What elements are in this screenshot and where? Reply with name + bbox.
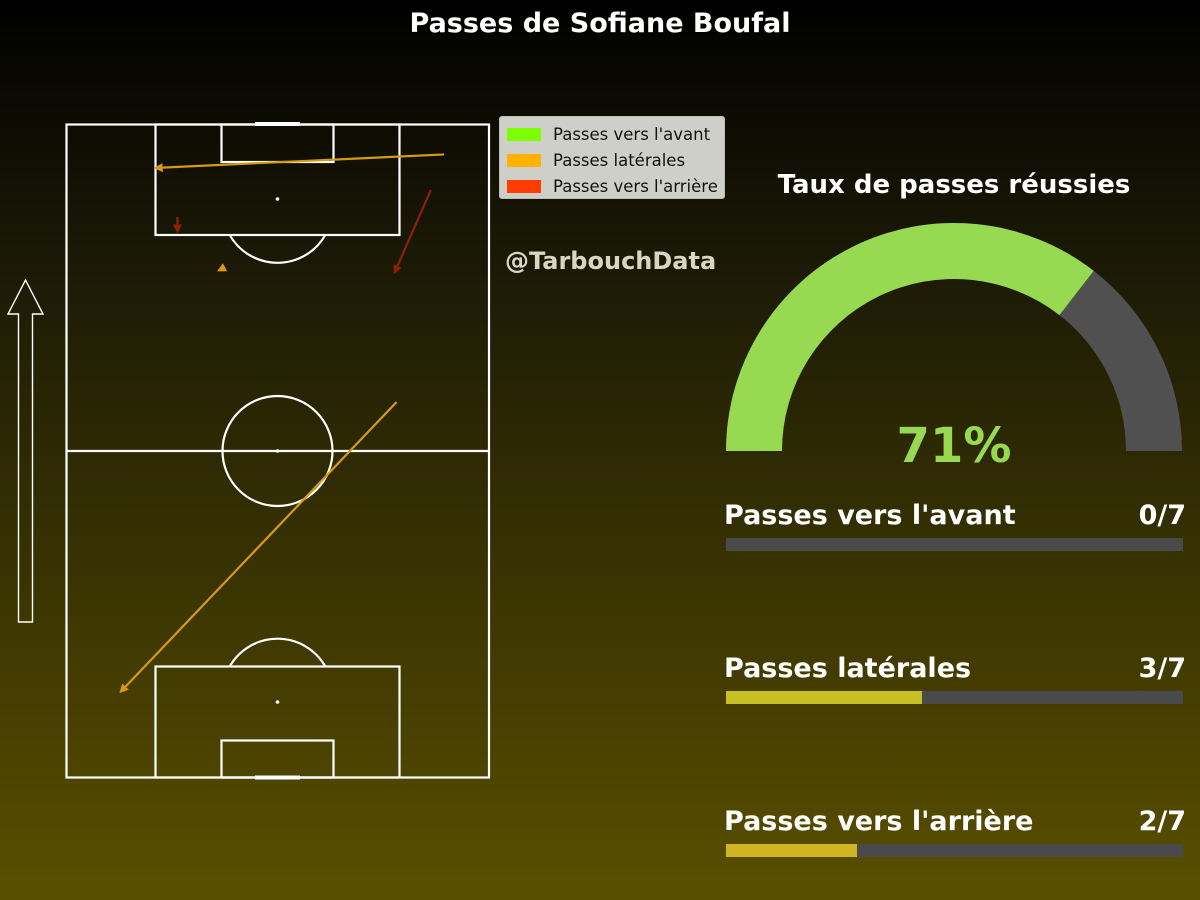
top-penalty-box — [154, 123, 401, 237]
legend-item-backward: Passes vers l'arrière — [507, 173, 718, 199]
page-title: Passes de Sofiane Boufal — [409, 8, 791, 39]
bottom-penalty-box — [154, 665, 401, 779]
success-rate-gauge — [726, 223, 1182, 451]
legend-label-forward: Passes vers l'avant — [553, 124, 711, 144]
bottom-penalty-arc — [228, 637, 327, 668]
top-penalty-spot — [275, 197, 280, 201]
stat-bar-lateral — [726, 691, 922, 704]
gauge-value: 71% — [896, 418, 1012, 474]
pass-arrowhead-3 — [217, 263, 228, 272]
legend-label-backward: Passes vers l'arrière — [553, 176, 718, 196]
pass-arrowhead-4 — [172, 224, 182, 234]
pass-arrowhead-1 — [119, 683, 129, 694]
legend-swatch-lateral — [507, 153, 541, 167]
stat-count-forward: 0/7 — [1138, 500, 1186, 531]
centre-circle — [221, 394, 334, 508]
stat-label-backward: Passes vers l'arrière — [724, 806, 1034, 837]
legend-item-forward: Passes vers l'avant — [507, 121, 717, 147]
pass-line-1 — [124, 401, 398, 688]
stat-bar-backward — [726, 844, 857, 857]
legend-swatch-forward — [507, 127, 541, 141]
stat-track-forward — [726, 538, 1183, 551]
bottom-penalty-spot — [275, 700, 280, 704]
passes-layer — [119, 153, 445, 694]
legend: Passes vers l'avant Passes latérales Pas… — [499, 116, 725, 199]
gauge-fill — [726, 223, 1094, 451]
stat-count-backward: 2/7 — [1138, 806, 1186, 837]
stat-count-lateral: 3/7 — [1138, 653, 1186, 684]
bottom-six-yard-box — [220, 739, 335, 779]
legend-swatch-backward — [507, 179, 541, 193]
stat-label-lateral: Passes latérales — [724, 653, 972, 684]
top-six-yard-box — [220, 123, 335, 164]
top-penalty-arc — [228, 234, 327, 264]
pass-line-2 — [162, 153, 445, 169]
centre-spot — [275, 449, 280, 453]
legend-label-lateral: Passes latérales — [553, 150, 686, 170]
stat-label-forward: Passes vers l'avant — [724, 500, 1016, 531]
pass-arrowhead-5 — [393, 264, 402, 275]
legend-item-lateral: Passes latérales — [507, 147, 717, 173]
stat-track-lateral — [726, 691, 1183, 704]
watermark: @TarbouchData — [505, 247, 717, 275]
pass-arrowhead-2 — [153, 163, 163, 173]
gauge-title: Taux de passes réussies — [777, 170, 1131, 200]
pass-line-5 — [396, 189, 432, 267]
attack-direction-arrow-icon — [6, 278, 45, 623]
stat-track-backward — [726, 844, 1183, 857]
gauge-track — [1059, 270, 1182, 451]
